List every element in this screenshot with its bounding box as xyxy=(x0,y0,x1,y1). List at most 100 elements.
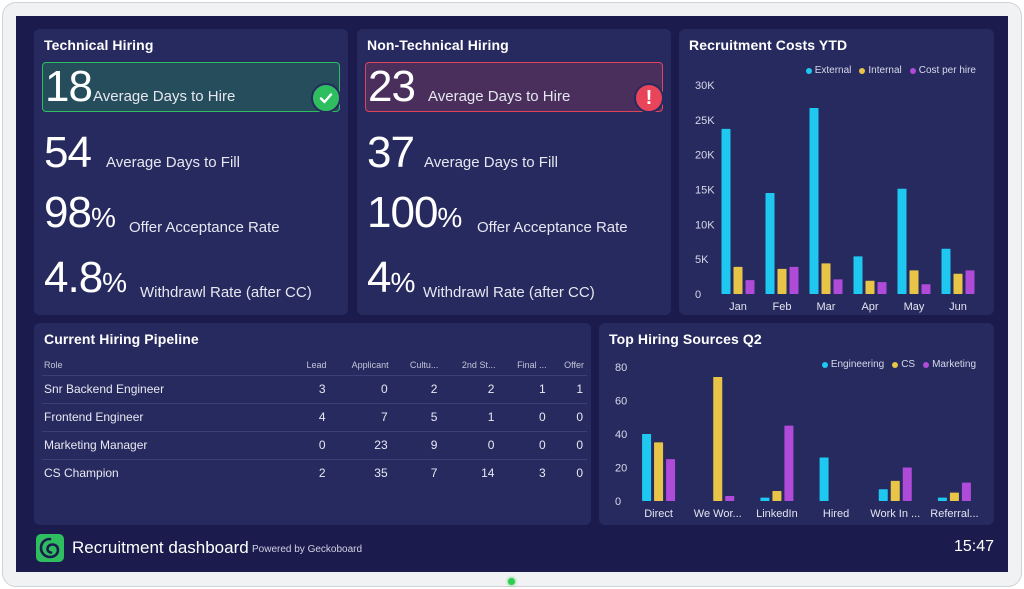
bar-external[interactable] xyxy=(721,128,731,294)
dashboard-footer: Recruitment dashboard Powered by Geckobo… xyxy=(16,526,1008,572)
bar-external[interactable] xyxy=(809,107,819,295)
kpi-suffix: % xyxy=(90,202,116,233)
bar-cs[interactable] xyxy=(713,377,723,501)
bar-internal[interactable] xyxy=(865,280,875,294)
column-header[interactable]: 2nd St... xyxy=(441,355,499,376)
kpi-label: Withdrawl Rate (after CC) xyxy=(423,284,595,301)
bar-internal[interactable] xyxy=(909,270,919,294)
bar-engineering[interactable] xyxy=(878,489,888,501)
bar-external[interactable] xyxy=(941,248,951,294)
x-tick-label: Mar xyxy=(817,301,836,313)
column-header[interactable]: Lead xyxy=(292,355,330,376)
table-cell: Frontend Engineer xyxy=(42,403,292,432)
x-tick-label: Apr xyxy=(861,301,878,313)
bar-marketing[interactable] xyxy=(784,425,794,501)
bar-internal[interactable] xyxy=(777,268,787,294)
bar-external[interactable] xyxy=(853,256,863,294)
bar-engineering[interactable] xyxy=(937,497,947,501)
kpi-number: 100 xyxy=(367,188,438,237)
kpi-suffix: % xyxy=(390,267,415,298)
bar-cost-per-hire[interactable] xyxy=(921,284,931,294)
powered-by-label: Powered by Geckoboard xyxy=(252,544,363,555)
bar-cost-per-hire[interactable] xyxy=(789,266,799,294)
bar-cs[interactable] xyxy=(890,480,900,501)
column-header[interactable]: Cultu... xyxy=(391,355,442,376)
bar-cs[interactable] xyxy=(654,442,664,501)
table-cell: 0 xyxy=(292,431,330,460)
kpi-label: Average Days to Hire xyxy=(93,88,236,105)
y-tick-label: 20K xyxy=(695,150,715,162)
bar-external[interactable] xyxy=(765,192,775,294)
table-row: Frontend Engineer 4 7 5 1 0 0 xyxy=(42,403,587,432)
kpi-label: Average Days to Fill xyxy=(106,154,240,171)
legend-item-external: External xyxy=(805,65,851,76)
bar-marketing[interactable] xyxy=(666,459,676,501)
bar-internal[interactable] xyxy=(733,266,743,294)
kpi-value: 23 xyxy=(368,62,416,111)
y-tick-label: 80 xyxy=(615,362,627,374)
kpi-value: 98% xyxy=(44,188,116,240)
y-tick-label: 25K xyxy=(695,115,715,127)
legend-item-cost-per-hire: Cost per hire xyxy=(909,65,976,76)
bar-internal[interactable] xyxy=(821,263,831,294)
hiring-sources-chart: 0 20 40 60 80 Direct We Wor... LinkedIn Hired Wor… xyxy=(615,362,979,520)
table-cell: 0 xyxy=(576,466,583,481)
x-tick-label: LinkedIn xyxy=(756,508,798,520)
bar-marketing[interactable] xyxy=(902,467,912,502)
y-tick-label: 20 xyxy=(615,463,627,475)
table-header-row: Role Lead Applicant Cultu... 2nd St... F… xyxy=(42,355,587,376)
column-header[interactable]: Applicant xyxy=(329,355,392,376)
y-tick-label: 30K xyxy=(695,80,715,92)
kpi-withdrawal-rate: 4% Withdrawl Rate (after CC) xyxy=(365,256,663,307)
kpi-value: 100% xyxy=(367,188,462,240)
kpi-value: 37 xyxy=(367,128,415,177)
column-header[interactable]: Role xyxy=(42,355,292,376)
table-cell: 0 xyxy=(549,403,587,432)
kpi-offer-acceptance-rate: 98% Offer Acceptance Rate xyxy=(42,188,340,242)
column-header[interactable]: Offer xyxy=(549,355,587,376)
kpi-number: 4.8 xyxy=(44,253,103,302)
table-cell: 0 xyxy=(329,375,392,404)
panel-title: Recruitment Costs YTD xyxy=(689,37,848,53)
bar-cost-per-hire[interactable] xyxy=(877,282,887,294)
x-tick-label: We Wor... xyxy=(694,508,742,520)
bar-cost-per-hire[interactable] xyxy=(833,279,843,294)
table-cell: Snr Backend Engineer xyxy=(42,375,292,404)
power-led xyxy=(508,578,515,585)
bar-cs[interactable] xyxy=(949,492,959,501)
y-tick-label: 10K xyxy=(695,219,715,231)
check-icon xyxy=(311,83,341,113)
x-tick-label: Work In ... xyxy=(870,508,920,520)
panel-title: Top Hiring Sources Q2 xyxy=(609,331,762,347)
column-header[interactable]: Final ... xyxy=(498,355,550,376)
kpi-value: 54 xyxy=(44,128,92,177)
kpi-label: Withdrawl Rate (after CC) xyxy=(140,284,312,301)
dashboard-screen: Technical Hiring 18 Average Days to Hire… xyxy=(16,16,1008,572)
bar-engineering[interactable] xyxy=(819,457,829,501)
y-tick-label: 0 xyxy=(695,289,701,301)
kpi-label: Average Days to Fill xyxy=(424,154,558,171)
table-cell: 0 xyxy=(498,431,550,460)
kpi-number: 98 xyxy=(44,188,92,237)
bar-cost-per-hire[interactable] xyxy=(745,280,755,294)
panel-title: Non-Technical Hiring xyxy=(367,37,509,53)
hiring-pipeline-panel: Current Hiring Pipeline Role Lead Applic… xyxy=(34,323,591,525)
table-cell: 9 xyxy=(391,431,442,460)
table-cell: 0 xyxy=(498,403,550,432)
table-row: Snr Backend Engineer 3 0 2 2 1 1 xyxy=(42,375,587,404)
bar-engineering[interactable] xyxy=(760,497,770,501)
bar-internal[interactable] xyxy=(953,273,963,294)
table-row: Marketing Manager 0 23 9 0 0 0 xyxy=(42,431,587,460)
bar-external[interactable] xyxy=(897,188,907,294)
y-tick-label: 0 xyxy=(615,496,621,508)
kpi-average-days-to-fill: 54 Average Days to Fill xyxy=(42,127,340,177)
bar-cs[interactable] xyxy=(772,490,782,501)
bar-cost-per-hire[interactable] xyxy=(965,270,975,294)
clock: 15:47 xyxy=(953,538,994,555)
table-cell: CS Champion xyxy=(44,466,119,481)
bar-engineering[interactable] xyxy=(642,434,652,501)
bar-marketing[interactable] xyxy=(961,482,971,501)
table-cell: Marketing Manager xyxy=(42,431,292,460)
bar-marketing[interactable] xyxy=(725,495,735,501)
x-tick-label: Jan xyxy=(729,301,747,313)
